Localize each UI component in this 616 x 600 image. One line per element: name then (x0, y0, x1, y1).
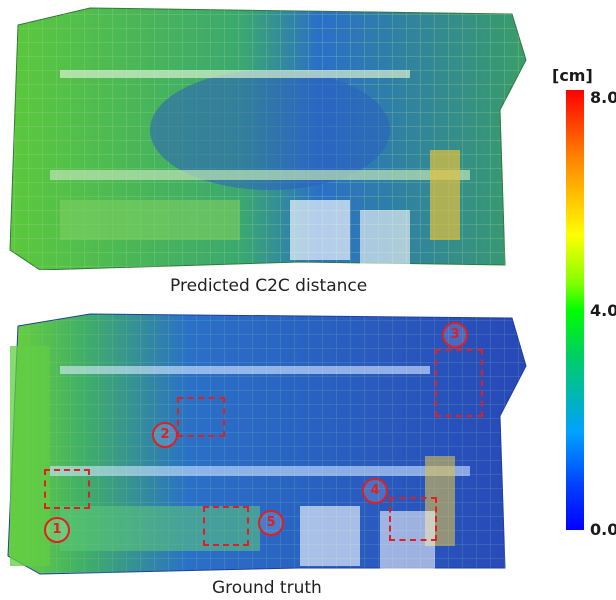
highlight-box-5 (203, 506, 249, 546)
highlight-box-3 (435, 349, 483, 417)
groundtruth-pointcloud-panel (0, 306, 530, 576)
groundtruth-pointcloud-image (7, 313, 527, 575)
predicted-pointcloud-panel (0, 0, 530, 270)
colorbar-mid-label: 4.0 (590, 301, 616, 320)
marker-4: 4 (362, 478, 388, 504)
predicted-caption: Predicted C2C distance (170, 276, 368, 296)
marker-2: 2 (152, 422, 178, 448)
marker-5: 5 (258, 510, 284, 536)
groundtruth-caption: Ground truth (212, 578, 322, 598)
highlight-box-1 (44, 469, 90, 509)
colorbar-max-label: 8.0 (590, 88, 616, 107)
highlight-box-4 (389, 497, 437, 541)
colorbar-min-label: 0.0 (590, 520, 616, 539)
predicted-pointcloud-image (9, 7, 527, 270)
marker-3: 3 (442, 322, 468, 348)
colorbar-gradient (566, 90, 584, 530)
highlight-box-2 (177, 397, 225, 437)
colorbar-unit: [cm] (552, 66, 593, 85)
marker-1: 1 (44, 517, 70, 543)
